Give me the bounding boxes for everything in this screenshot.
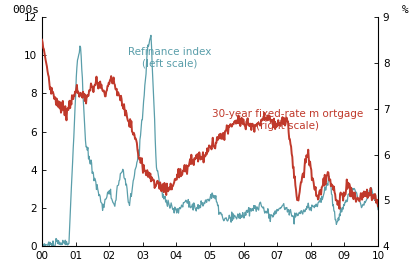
- Text: 000s: 000s: [12, 4, 39, 15]
- Text: 30-year fixed-rate m ortgage
(right scale): 30-year fixed-rate m ortgage (right scal…: [212, 109, 363, 131]
- Text: %: %: [402, 4, 408, 15]
- Text: Refinance index
(left scale): Refinance index (left scale): [128, 47, 211, 69]
